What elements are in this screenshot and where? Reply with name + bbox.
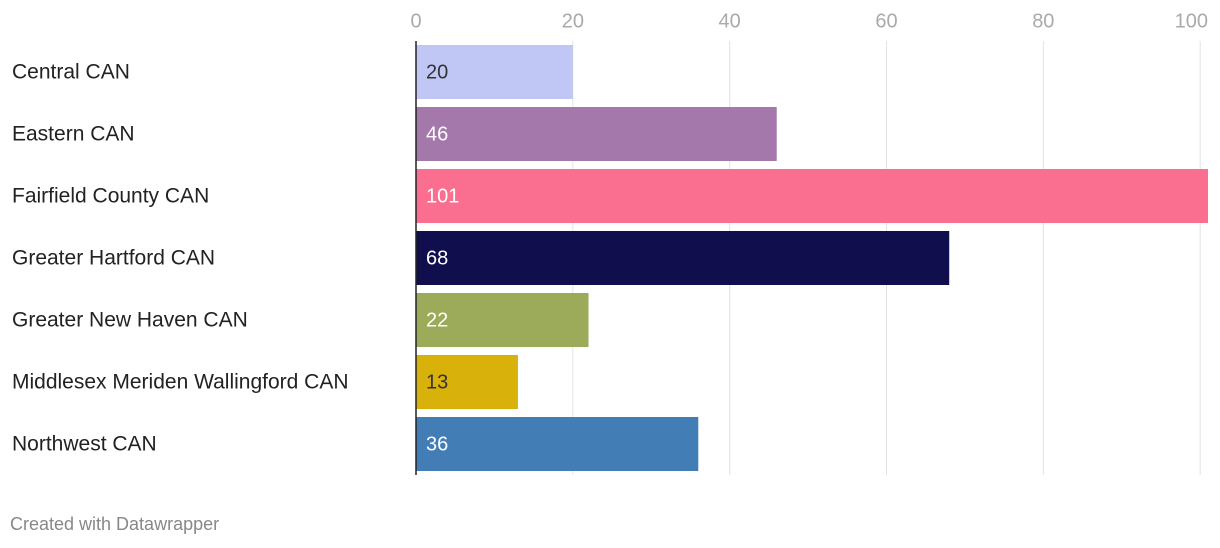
category-label: Central CAN — [12, 61, 130, 84]
x-tick-label: 20 — [562, 10, 584, 32]
x-tick-label: 80 — [1032, 10, 1054, 32]
bar — [416, 231, 950, 285]
x-tick-label: 40 — [719, 10, 741, 32]
bar — [416, 169, 1208, 223]
credit: Created with Datawrapper — [10, 514, 219, 534]
category-label: Greater Hartford CAN — [12, 247, 215, 270]
bar — [416, 107, 777, 161]
category-label: Greater New Haven CAN — [12, 309, 248, 332]
value-label: 101 — [426, 185, 459, 207]
value-label: 46 — [426, 123, 448, 145]
category-label: Northwest CAN — [12, 433, 157, 456]
x-tick-label: 60 — [875, 10, 897, 32]
x-tick-label: 0 — [410, 10, 421, 32]
bar — [416, 355, 518, 409]
category-label: Middlesex Meriden Wallingford CAN — [12, 371, 349, 394]
value-label: 22 — [426, 309, 448, 331]
value-label: 36 — [426, 433, 448, 455]
bar — [416, 293, 589, 347]
value-label: 20 — [426, 61, 448, 83]
bar — [416, 417, 699, 471]
value-label: 68 — [426, 247, 448, 269]
value-label: 13 — [426, 371, 448, 393]
bar — [416, 45, 573, 99]
category-label: Eastern CAN — [12, 123, 135, 146]
category-label: Fairfield County CAN — [12, 185, 209, 208]
x-tick-label: 100 — [1175, 10, 1208, 32]
